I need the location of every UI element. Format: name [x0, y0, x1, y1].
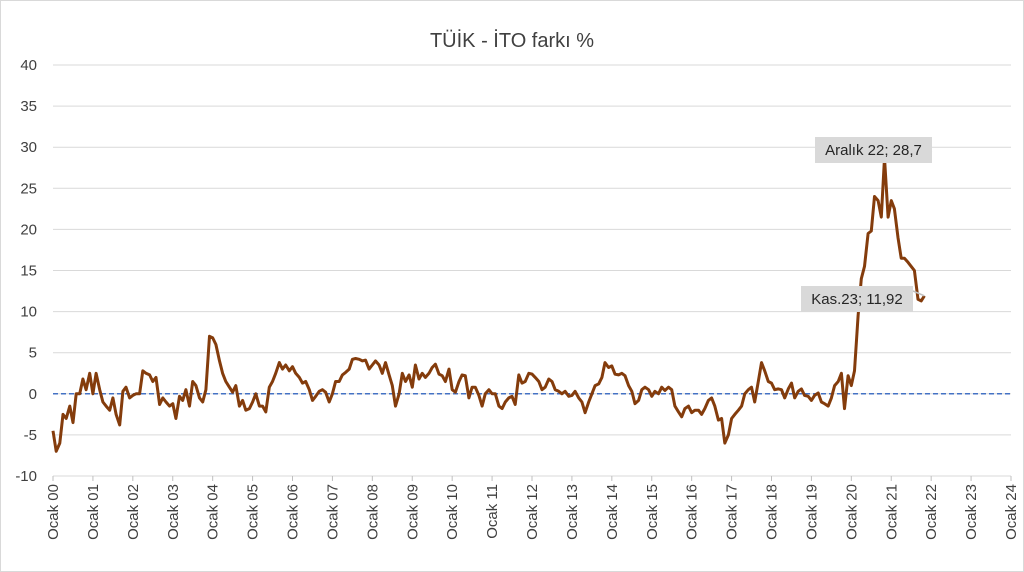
x-tick-label: Ocak 06: [285, 484, 302, 540]
x-tick-label: Ocak 24: [1003, 484, 1020, 540]
x-tick-label: Ocak 16: [684, 484, 701, 540]
callout-label: Kas.23; 11,92: [811, 291, 902, 308]
data-callouts: Aralık 22; 28,7 Kas.23; 11,92: [801, 137, 933, 312]
x-tick-label: Ocak 08: [364, 484, 381, 540]
x-tick-label: Ocak 14: [604, 484, 621, 540]
callout-box: [815, 137, 932, 163]
x-axis-ticks: Ocak 00 Ocak 01 Ocak 02 Ocak 03 Ocak 04 Ocak …: [45, 476, 1020, 540]
x-tick-label: Ocak 17: [724, 484, 741, 540]
x-tick-label: Ocak 11: [484, 484, 501, 539]
x-tick-label: Ocak 18: [764, 484, 781, 540]
data-callout: Aralık 22; 28,7: [815, 137, 933, 163]
y-axis-ticks: 40 35 30 25 20 15 10 5 0 -5 -10: [15, 57, 37, 485]
x-tick-label: Ocak 03: [165, 484, 182, 540]
y-tick-label: 20: [20, 221, 37, 238]
x-tick-label: Ocak 00: [45, 484, 62, 540]
y-tick-label: 5: [29, 345, 37, 362]
series-line: [51, 156, 926, 453]
y-tick-label: -5: [24, 427, 37, 444]
y-tick-label: 0: [29, 386, 37, 403]
x-tick-label: Ocak 20: [843, 484, 860, 540]
x-tick-label: Ocak 05: [245, 484, 262, 540]
y-tick-label: 15: [20, 263, 37, 280]
x-tick-label: Ocak 09: [404, 484, 421, 540]
y-tick-label: 25: [20, 180, 37, 197]
y-tick-label: 30: [20, 139, 37, 156]
x-tick-label: Ocak 01: [85, 484, 102, 540]
x-tick-label: Ocak 07: [324, 484, 341, 540]
callout-label: Aralık 22; 28,7: [825, 142, 922, 159]
chart-title: TÜİK - İTO farkı %: [430, 29, 594, 52]
callout-box: [801, 286, 913, 312]
x-tick-label: Ocak 15: [644, 484, 661, 540]
x-tick-label: Ocak 13: [564, 484, 581, 540]
y-tick-label: 10: [20, 304, 37, 321]
data-callout: Kas.23; 11,92: [801, 286, 925, 312]
series-group: [51, 156, 926, 453]
x-tick-label: Ocak 22: [923, 484, 940, 540]
y-tick-label: -10: [15, 468, 37, 485]
x-tick-label: Ocak 21: [883, 484, 900, 540]
x-tick-label: Ocak 12: [524, 484, 541, 540]
x-tick-label: Ocak 10: [444, 484, 461, 540]
x-tick-label: Ocak 19: [803, 484, 820, 540]
x-tick-label: Ocak 04: [205, 484, 222, 540]
callout-leader-line: [912, 290, 925, 297]
y-tick-label: 40: [20, 57, 37, 74]
gridlines: [53, 64, 1011, 477]
x-tick-label: Ocak 23: [963, 484, 980, 540]
x-tick-label: Ocak 02: [125, 484, 142, 540]
y-tick-label: 35: [20, 98, 37, 115]
